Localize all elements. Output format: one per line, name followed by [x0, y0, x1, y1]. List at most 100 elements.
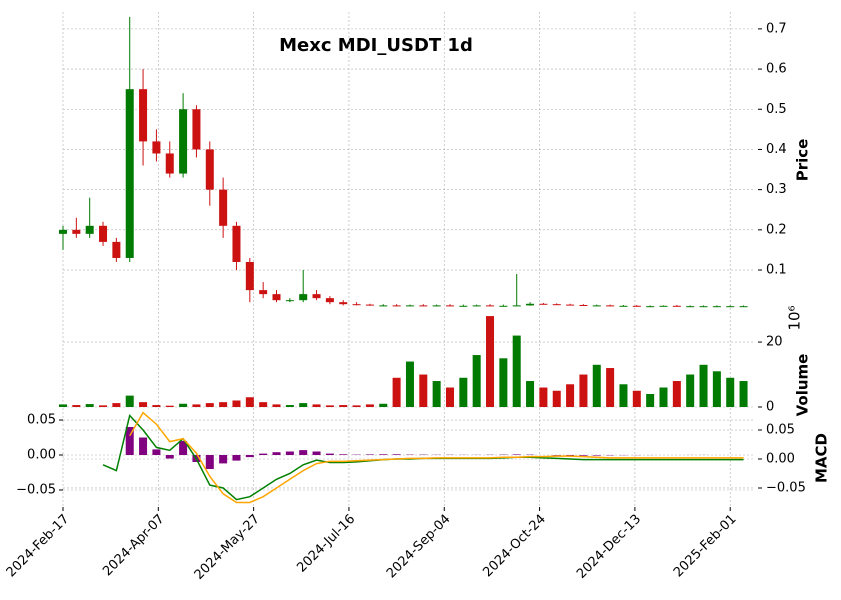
- volume-bar: [312, 404, 321, 407]
- y-tick-label: 0.1: [766, 263, 787, 278]
- y-tick-label: 0.2: [766, 222, 787, 237]
- volume-bar: [686, 374, 695, 407]
- candle-body: [259, 290, 268, 295]
- volume-bar: [472, 355, 481, 407]
- volume-bar: [299, 403, 308, 407]
- candle-body: [486, 305, 495, 307]
- volume-bar: [272, 404, 281, 407]
- volume-bar: [219, 402, 228, 407]
- candle-body: [232, 225, 241, 262]
- y-tick-label: 0.05: [27, 413, 56, 428]
- volume-bar: [379, 403, 388, 407]
- candle-body: [579, 304, 588, 306]
- volume-bar: [499, 358, 508, 407]
- volume-bar: [259, 402, 268, 407]
- volume-bar: [539, 387, 548, 407]
- macd-histogram-bar: [512, 454, 521, 456]
- y-tick-label: 0.00: [766, 452, 795, 467]
- volume-bar: [566, 384, 575, 407]
- volume-bar: [672, 381, 681, 407]
- macd-histogram-bar: [392, 454, 401, 456]
- y-tick-label: 0.5: [766, 102, 787, 117]
- volume-bar: [526, 381, 535, 407]
- candle-body: [459, 305, 468, 307]
- y-tick-label: 0.3: [766, 182, 787, 197]
- macd-histogram-bar: [272, 452, 281, 456]
- candle-body: [606, 305, 615, 307]
- candle-body: [566, 304, 575, 306]
- volume-bar: [726, 377, 735, 407]
- macd-histogram-bar: [232, 455, 241, 461]
- volume-bar: [512, 335, 521, 407]
- candle-body: [245, 261, 254, 291]
- x-tick-label: 2024-Oct-24: [480, 512, 548, 580]
- candle-body: [539, 303, 548, 305]
- candle-body: [619, 305, 628, 307]
- volume-label: Volume: [794, 354, 812, 417]
- candle-body: [526, 303, 535, 306]
- candle-body: [699, 306, 708, 308]
- candle-body: [219, 189, 228, 226]
- macd-histogram-bar: [245, 455, 254, 458]
- candle-body: [646, 306, 655, 308]
- volume-bar: [659, 387, 668, 407]
- x-tick-label: 2024-Jul-16: [294, 512, 358, 576]
- y-tick-label: −0.05: [766, 480, 806, 495]
- candle-body: [165, 153, 174, 174]
- macd-histogram-bar: [325, 453, 334, 456]
- volume-bar: [432, 381, 441, 407]
- macd-histogram-bar: [299, 450, 308, 456]
- candle-body: [112, 241, 121, 258]
- candle-body: [99, 225, 108, 242]
- candle-body: [365, 304, 374, 306]
- volume-bar: [419, 374, 428, 407]
- macd-histogram-bar: [179, 441, 188, 456]
- candle-body: [125, 89, 134, 258]
- candle-body: [379, 305, 388, 307]
- volume-bar: [139, 402, 148, 407]
- volume-bar: [552, 390, 561, 407]
- price-label: Price: [794, 139, 812, 182]
- candle-body: [712, 306, 721, 308]
- macd-histogram-bar: [152, 449, 161, 456]
- candle-body: [445, 305, 454, 307]
- candle-body: [205, 149, 214, 190]
- candle-body: [672, 305, 681, 307]
- candle-body: [179, 109, 188, 174]
- candle-body: [632, 305, 641, 307]
- volume-bar: [125, 395, 134, 407]
- volume-offset: 10⁶: [786, 305, 804, 330]
- macd-histogram-bar: [339, 454, 348, 456]
- volume-bar: [72, 405, 81, 407]
- candle-body: [325, 298, 334, 303]
- volume-bar: [592, 364, 601, 407]
- volume-bar: [486, 316, 495, 407]
- volume-bar: [179, 403, 188, 407]
- volume-bar: [112, 403, 121, 407]
- candle-body: [352, 304, 361, 306]
- volume-bar: [579, 374, 588, 407]
- macd-histogram-bar: [379, 454, 388, 456]
- macd-histogram-bar: [365, 454, 374, 456]
- y-tick-label: 0.4: [766, 142, 787, 157]
- candle-body: [72, 229, 81, 234]
- candle-body: [432, 305, 441, 307]
- y-tick-label: 20: [766, 335, 783, 350]
- volume-bar: [405, 361, 414, 407]
- y-tick-label: 0: [766, 400, 774, 415]
- candle-body: [312, 294, 321, 299]
- candle-body: [392, 305, 401, 307]
- volume-bar: [339, 405, 348, 407]
- macd-label: MACD: [813, 433, 831, 483]
- candle-body: [139, 89, 148, 142]
- macd-histogram-bar: [592, 455, 601, 456]
- x-tick-label: 2024-Sep-04: [384, 512, 454, 582]
- candle-body: [499, 305, 508, 307]
- volume-bar: [58, 404, 68, 407]
- candle-body: [58, 229, 68, 234]
- candle-body: [272, 294, 281, 301]
- candle-body: [726, 306, 735, 308]
- y-tick-label: −0.05: [16, 482, 56, 497]
- macd-histogram-bar: [125, 427, 134, 456]
